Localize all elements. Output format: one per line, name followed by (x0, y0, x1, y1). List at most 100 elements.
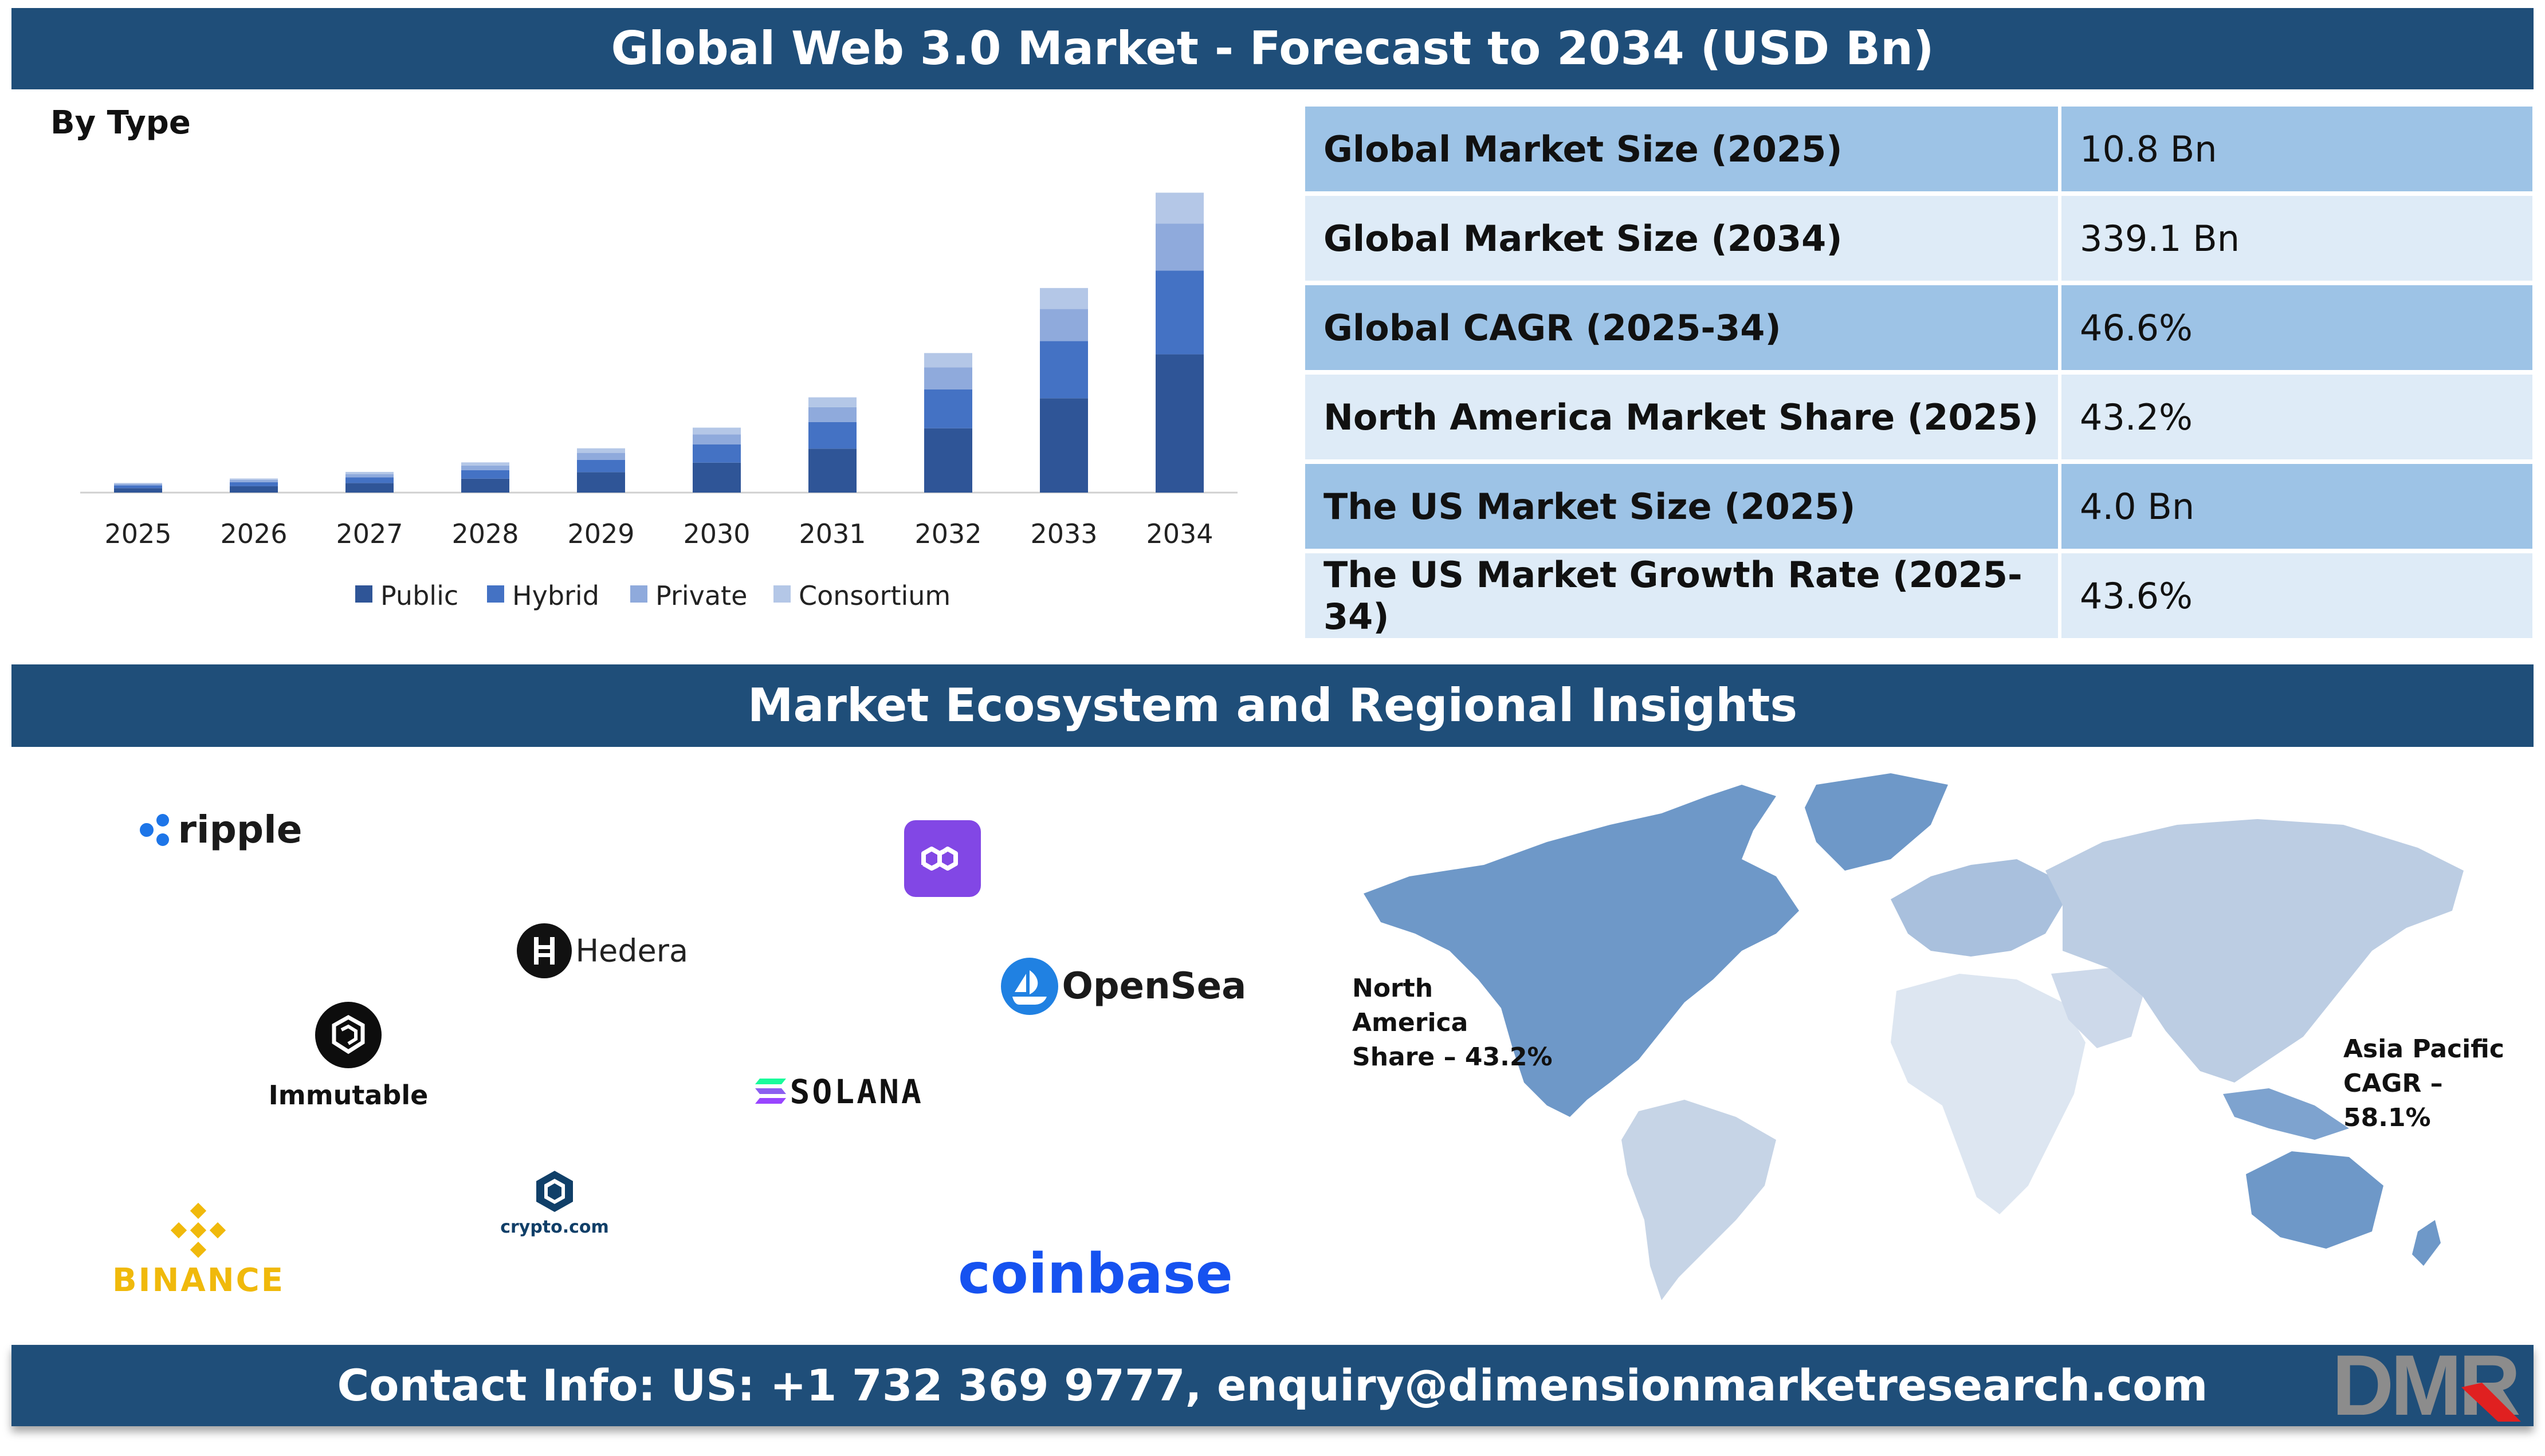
kpi-row: North America Market Share (2025) 43.2% (1305, 375, 2532, 459)
solana-logo: SOLANA (754, 1072, 924, 1111)
bar-segment-consortium-2026 (230, 478, 278, 480)
legend-swatch-hybrid (487, 585, 504, 603)
hedera-icon (517, 923, 572, 978)
bar-segment-consortium-2029 (577, 448, 625, 453)
x-tick-label: 2026 (220, 518, 287, 549)
ripple-icon (140, 813, 169, 846)
ripple-logo: ripple (135, 808, 303, 852)
map-africa (1891, 974, 2086, 1214)
map-europe (1891, 859, 2063, 957)
bar-segment-private-2034 (1156, 223, 1204, 271)
crypto-com-wordmark: crypto.com (500, 1217, 609, 1237)
kpi-row: The US Market Size (2025) 4.0 Bn (1305, 464, 2532, 549)
north-america-label: North America Share – 43.2% (1352, 971, 1553, 1075)
bar-segment-hybrid-2026 (230, 482, 278, 486)
bar-segment-consortium-2028 (461, 462, 509, 466)
legend-swatch-public (355, 585, 372, 603)
legend-label-private: Private (655, 580, 747, 611)
bar-segment-consortium-2034 (1156, 192, 1204, 224)
hedera-logo: Hedera (516, 922, 688, 979)
kpi-value: 10.8 Bn (2058, 107, 2532, 191)
kpi-row: Global Market Size (2025) 10.8 Bn (1305, 107, 2532, 191)
bar-segment-hybrid-2032 (924, 389, 972, 428)
immutable-wordmark: Immutable (268, 1080, 429, 1111)
map-southeast-asia (2223, 1088, 2349, 1140)
hedera-wordmark: Hedera (575, 932, 689, 969)
kpi-value: 4.0 Bn (2058, 464, 2532, 549)
x-tick-label: 2034 (1146, 518, 1213, 549)
legend-label-public: Public (380, 580, 458, 611)
opensea-icon (1001, 958, 1058, 1015)
legend-label-hybrid: Hybrid (512, 580, 599, 611)
kpi-row: The US Market Growth Rate (2025-34) 43.6… (1305, 553, 2532, 638)
world-map (1364, 773, 2464, 1300)
bar-segment-private-2029 (577, 452, 625, 460)
ripple-wordmark: ripple (178, 808, 303, 852)
kpi-value: 43.2% (2058, 375, 2532, 459)
bar-segment-consortium-2027 (345, 471, 394, 474)
bar-segment-private-2033 (1040, 309, 1088, 341)
bar-segment-public-2030 (693, 462, 741, 493)
legend-swatch-consortium (773, 585, 791, 603)
bar-segment-hybrid-2033 (1040, 341, 1088, 399)
kpi-row: Global Market Size (2034) 339.1 Bn (1305, 196, 2532, 281)
bar-segment-public-2033 (1040, 398, 1088, 493)
asia-pacific-label-line: 58.1% (2343, 1103, 2431, 1132)
crypto-com-logo: crypto.com (497, 1168, 612, 1237)
bar-segment-public-2028 (461, 478, 509, 493)
kpi-label: Global Market Size (2034) (1305, 196, 2058, 281)
kpi-table: Global Market Size (2025) 10.8 Bn Global… (1305, 102, 2532, 643)
x-tick-label: 2025 (104, 518, 171, 549)
map-south-america (1621, 1100, 1776, 1300)
kpi-value: 43.6% (2058, 553, 2532, 638)
north-america-label-line: North (1352, 974, 1433, 1003)
dmr-logo-accent (2461, 1383, 2521, 1422)
bar-segment-private-2028 (461, 465, 509, 470)
kpi-row: Global CAGR (2025-34) 46.6% (1305, 285, 2532, 370)
kpi-value: 339.1 Bn (2058, 196, 2532, 281)
bar-segment-public-2029 (577, 472, 625, 493)
stacked-bar-chart: 2025 2026 2027 2028 2029 2030 2031 2032 2033 2034… (80, 192, 1238, 611)
bar-segment-consortium-2025 (114, 483, 162, 484)
bar-segment-public-2034 (1156, 354, 1204, 493)
bar-segment-hybrid-2030 (693, 444, 741, 463)
bar-segment-consortium-2030 (693, 427, 741, 435)
x-tick-label: 2029 (567, 518, 634, 549)
chart-section-label: By Type (50, 104, 191, 141)
north-america-label-line: America (1352, 1008, 1468, 1037)
x-tick-label: 2032 (914, 518, 981, 549)
kpi-label: The US Market Growth Rate (2025-34) (1305, 553, 2058, 638)
ecosystem-title: Market Ecosystem and Regional Insights (11, 664, 2534, 747)
kpi-label: Global CAGR (2025-34) (1305, 285, 2058, 370)
crypto-com-icon (536, 1171, 573, 1212)
coinbase-logo: coinbase (958, 1242, 1233, 1306)
legend-swatch-private (630, 585, 647, 603)
binance-logo: BINANCE (112, 1202, 284, 1299)
bar-segment-private-2027 (345, 474, 394, 478)
bar-segment-hybrid-2031 (808, 422, 857, 449)
immutable-logo: Immutable (239, 1001, 457, 1111)
polygon-logo (904, 820, 981, 900)
map-new-zealand (2412, 1220, 2441, 1266)
map-australia (2246, 1151, 2383, 1249)
asia-pacific-label: Asia Pacific CAGR – 58.1% (2343, 1032, 2504, 1135)
bar-segment-hybrid-2029 (577, 459, 625, 473)
coinbase-wordmark: coinbase (958, 1242, 1233, 1306)
map-middle-east (2051, 968, 2143, 1048)
bar-segment-private-2031 (808, 407, 857, 422)
bar-segment-public-2031 (808, 448, 857, 493)
bar-segment-hybrid-2034 (1156, 270, 1204, 355)
bar-segment-consortium-2032 (924, 353, 972, 368)
kpi-value: 46.6% (2058, 285, 2532, 370)
bar-segment-consortium-2031 (808, 397, 857, 407)
immutable-icon (315, 1002, 382, 1068)
bar-segment-private-2025 (114, 483, 162, 486)
legend-label-consortium: Consortium (799, 580, 951, 611)
polygon-icon (904, 820, 981, 897)
bar-segment-public-2027 (345, 483, 394, 493)
binance-wordmark: BINANCE (112, 1262, 285, 1299)
bar-segment-consortium-2033 (1040, 288, 1088, 309)
contact-info: Contact Info: US: +1 732 369 9777, enqui… (11, 1345, 2534, 1426)
x-tick-label: 2030 (683, 518, 750, 549)
x-tick-label: 2028 (451, 518, 519, 549)
